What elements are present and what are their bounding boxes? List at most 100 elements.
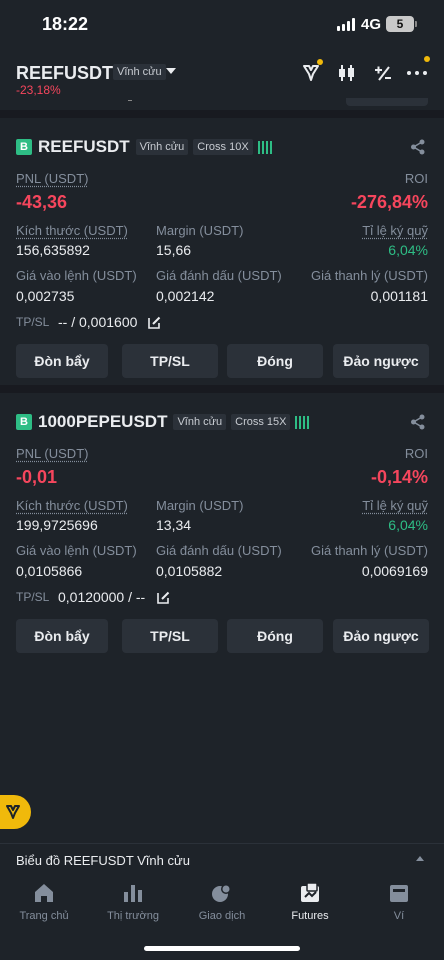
tpsl-value: -- / 0,001600 [58, 314, 138, 330]
roi-label: ROI [404, 446, 428, 461]
size-label: Kích thước (USDT) [16, 498, 128, 513]
chart-toggle-bar[interactable]: Biểu đồ REEFUSDT Vĩnh cửu [0, 843, 444, 875]
futures-icon [299, 882, 321, 904]
mark-price-value: 0,002142 [156, 288, 215, 304]
edit-icon[interactable] [148, 316, 161, 329]
tpsl-value: 0,0120000 / -- [58, 589, 146, 605]
reverse-position-button[interactable]: Đảo ngược [333, 619, 429, 653]
scrolled-content-edge [0, 98, 444, 110]
leverage-button[interactable]: Đòn bẩy [16, 344, 108, 378]
home-indicator [144, 946, 300, 951]
wallet-icon [388, 882, 410, 904]
margin-value: 15,66 [156, 242, 192, 258]
mark-price-label: Giá đánh dấu (USDT) [156, 543, 282, 558]
signal-icon [337, 18, 355, 31]
size-value: 199,9725696 [16, 517, 98, 533]
position-symbol[interactable]: 1000PEPEUSDT [38, 412, 168, 431]
chevron-down-icon[interactable] [166, 68, 176, 74]
position-header: B REEFUSDT Vĩnh cửu Cross 10X [16, 137, 272, 156]
share-icon[interactable] [410, 139, 426, 155]
divider [0, 110, 444, 118]
position-card: B 1000PEPEUSDT Vĩnh cửu Cross 15X PNL (U… [0, 412, 444, 653]
size-label: Kích thước (USDT) [16, 223, 128, 238]
position-card: B REEFUSDT Vĩnh cửu Cross 10X PNL (USDT)… [0, 137, 444, 378]
tpsl-label: TP/SL [16, 590, 50, 604]
margin-ratio-label: Tỉ lệ ký quỹ [362, 223, 428, 238]
tpsl-label: TP/SL [16, 315, 50, 329]
liq-price-value: 0,001181 [370, 288, 428, 304]
margin-ratio-value: 6,04% [388, 242, 428, 258]
side-badge: B [16, 414, 32, 430]
nav-label: Trang chủ [19, 910, 69, 922]
price-change: -23,18% [16, 83, 61, 97]
share-icon[interactable] [410, 414, 426, 430]
pnl-label: PNL (USDT) [16, 446, 89, 461]
header-symbol[interactable]: REEFUSDT [16, 63, 114, 83]
roi-label: ROI [404, 171, 428, 186]
entry-price-value: 0,002735 [16, 288, 75, 304]
market-icon [122, 882, 144, 904]
margin-ratio-value: 6,04% [388, 517, 428, 533]
contract-type-tag: Vĩnh cửu [173, 414, 227, 430]
more-icon[interactable] [406, 56, 430, 84]
edit-icon[interactable] [157, 591, 170, 604]
contract-type-tag: Vĩnh cửu [113, 64, 166, 80]
entry-price-label: Giá vào lệnh (USDT) [16, 268, 137, 283]
chart-title: Biểu đồ REEFUSDT Vĩnh cửu [16, 853, 190, 868]
nav-label: Futures [291, 910, 329, 922]
candlestick-icon[interactable] [336, 62, 358, 84]
side-badge: B [16, 139, 32, 155]
size-value: 156,635892 [16, 242, 90, 258]
status-time: 18:22 [42, 14, 89, 34]
tpsl-button[interactable]: TP/SL [122, 344, 218, 378]
assistant-icon [6, 805, 20, 819]
roi-value: -0,14% [370, 467, 428, 487]
adl-indicator-icon [295, 415, 310, 429]
nav-item-futures[interactable]: Futures [266, 882, 354, 922]
nav-item-markets[interactable]: Thị trường [89, 882, 177, 922]
mark-price-label: Giá đánh dấu (USDT) [156, 268, 282, 283]
position-header: B 1000PEPEUSDT Vĩnh cửu Cross 15X [16, 412, 310, 431]
contract-type-tag: Vĩnh cửu [135, 139, 189, 155]
battery-icon: 5 [386, 16, 417, 32]
reverse-position-button[interactable]: Đảo ngược [333, 344, 429, 378]
nav-label: Giao dịch [198, 910, 246, 922]
liq-price-label: Giá thanh lý (USDT) [310, 543, 428, 558]
roi-value: -276,84% [350, 192, 428, 212]
mark-price-value: 0,0105882 [156, 563, 223, 579]
home-icon [33, 882, 55, 904]
nav-item-wallet[interactable]: Ví [355, 882, 443, 922]
pnl-value: -0,01 [16, 467, 58, 487]
margin-mode-tag[interactable]: Cross 10X [193, 139, 253, 155]
entry-price-label: Giá vào lệnh (USDT) [16, 543, 137, 558]
trade-icon [211, 882, 233, 904]
nav-item-trade[interactable]: Giao dịch [178, 882, 266, 922]
pnl-label: PNL (USDT) [16, 171, 89, 186]
network-label: 4G [361, 16, 382, 33]
chevron-up-icon[interactable] [416, 856, 424, 861]
battery-level: 5 [396, 17, 404, 31]
liq-price-value: 0,0069169 [361, 563, 428, 579]
calculator-icon[interactable] [372, 62, 394, 84]
tpsl-button[interactable]: TP/SL [122, 619, 218, 653]
pnl-value: -43,36 [16, 192, 68, 212]
assistant-float-button[interactable] [0, 795, 31, 829]
leverage-button[interactable]: Đòn bẩy [16, 619, 108, 653]
close-position-button[interactable]: Đóng [227, 619, 323, 653]
liq-price-label: Giá thanh lý (USDT) [310, 268, 428, 283]
trader-icon[interactable] [300, 59, 323, 84]
margin-ratio-label: Tỉ lệ ký quỹ [362, 498, 428, 513]
margin-label: Margin (USDT) [156, 498, 244, 513]
nav-label: Thị trường [107, 910, 159, 922]
close-position-button[interactable]: Đóng [227, 344, 323, 378]
divider [0, 385, 444, 393]
header: REEFUSDT Vĩnh cửu -23,18% [0, 50, 444, 108]
position-symbol[interactable]: REEFUSDT [38, 137, 130, 156]
nav-item-home[interactable]: Trang chủ [0, 882, 88, 922]
margin-value: 13,34 [156, 517, 192, 533]
entry-price-value: 0,0105866 [16, 563, 83, 579]
margin-mode-tag[interactable]: Cross 15X [231, 414, 291, 430]
nav-label: Ví [393, 910, 405, 922]
adl-indicator-icon [257, 140, 272, 154]
margin-label: Margin (USDT) [156, 223, 244, 238]
